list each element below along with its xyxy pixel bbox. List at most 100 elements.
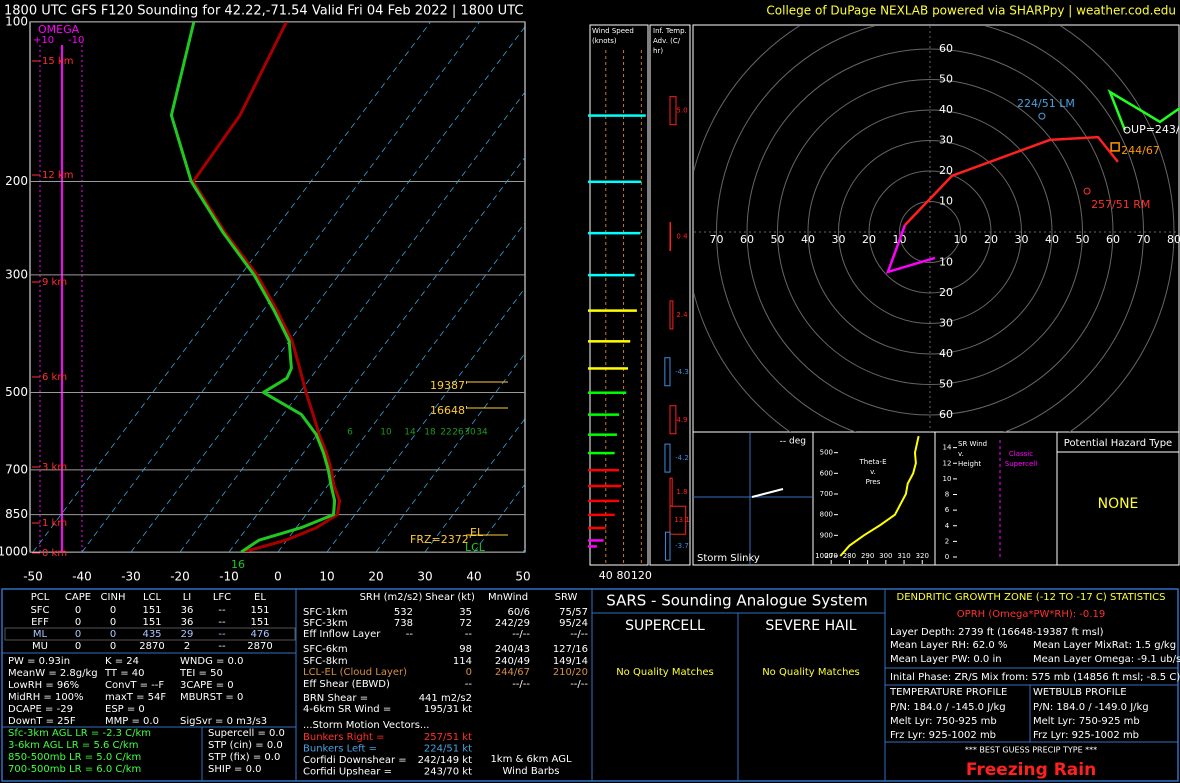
- composite: STP (fix) = 0.0: [208, 752, 280, 763]
- annotation: 16648': [430, 404, 468, 417]
- column-header: Shear (kt): [425, 592, 475, 603]
- cell: 98: [459, 644, 472, 655]
- cell: 738: [394, 618, 413, 629]
- index: WNDG = 0.0: [180, 656, 243, 667]
- ring-label: 50: [939, 73, 953, 86]
- tick-label: 600: [820, 469, 833, 477]
- advection-label: 1.8: [676, 488, 687, 496]
- ring: [746, 48, 1114, 416]
- advection-label: 5.0: [676, 107, 687, 115]
- caption: Wind Barbs: [503, 766, 560, 777]
- mixing-ratio-label: 22: [440, 428, 451, 438]
- ring-label: 60: [939, 408, 953, 421]
- cell: 114: [453, 656, 472, 667]
- isotherm: [179, 91, 525, 552]
- advection-label: 13.1: [674, 516, 690, 524]
- theta-e-trace: [839, 435, 920, 557]
- index: MBURST = 0: [180, 692, 243, 703]
- cell: 151: [250, 617, 269, 628]
- cell: 240/43: [495, 644, 530, 655]
- ring: [716, 26, 1144, 432]
- precip-type: Freezing Rain: [966, 760, 1096, 780]
- height-label: 1 km: [42, 518, 67, 529]
- cell: 36: [181, 605, 194, 616]
- height-label: 3 km: [42, 462, 67, 473]
- note: Supercell: [1005, 460, 1037, 468]
- stat: Layer Depth: 2739 ft (16648-19387 ft msl…: [890, 627, 1104, 638]
- advection-bar: [669, 405, 677, 435]
- cell: 149/14: [553, 656, 588, 667]
- wind-speed-bar: [588, 468, 620, 472]
- marker-label: 244/67: [1121, 144, 1160, 157]
- column-header: SRH (m2/s2): [360, 592, 423, 603]
- mixing-ratio-label: 26: [452, 428, 464, 438]
- row-label: SFC-6km: [303, 644, 348, 655]
- lapse-rate: Sfc-3km AGL LR = -2.3 C/km: [8, 728, 151, 739]
- column-header: SUPERCELL: [625, 618, 705, 634]
- advection-bar: [664, 357, 671, 387]
- row-label: SFC-3km: [303, 618, 348, 629]
- index: DCAPE = -29: [8, 704, 73, 715]
- tick-label: 290: [861, 552, 874, 560]
- index: MidRH = 100%: [8, 692, 84, 703]
- profile-title: WETBULB PROFILE: [1033, 687, 1127, 698]
- section-title: ...Storm Motion Vectors...: [303, 720, 429, 731]
- panel-title: Inf. Temp.: [653, 27, 687, 35]
- temperature-label: -30: [121, 570, 141, 584]
- tick-label: 700: [820, 490, 833, 498]
- advection-bar: [669, 222, 671, 252]
- panel-title: Adv. (C/: [653, 37, 681, 45]
- advection-bar: [669, 505, 687, 535]
- slinky-trace: [751, 488, 784, 498]
- mixing-ratio-label: 10: [380, 428, 392, 438]
- marker: [1110, 142, 1120, 152]
- advection-label: 0.4: [676, 233, 688, 241]
- pressure-label: 700: [5, 462, 28, 476]
- isotherm: [277, 221, 525, 552]
- initial-phase: Inital Phase: ZR/S Mix from: 575 mb (148…: [890, 672, 1180, 683]
- advection-bar: [669, 300, 674, 330]
- tick-label: 12: [943, 459, 952, 467]
- panel-title: SR Wind: [958, 440, 987, 448]
- index: maxT = 54F: [105, 692, 166, 703]
- cell: 210/20: [553, 667, 588, 678]
- ring-label: 70: [1137, 233, 1151, 246]
- temperature-label: -40: [72, 570, 92, 584]
- advection-bar: [669, 96, 677, 126]
- ring-label: 70: [710, 233, 724, 246]
- cell: --: [218, 617, 226, 628]
- wind-speed-bar: [588, 273, 635, 277]
- annotation: LCL: [465, 541, 486, 554]
- wind-speed-bar: [588, 451, 615, 455]
- tick-label: 10: [943, 475, 952, 483]
- row-label: Corfidi Downshear =: [303, 755, 407, 766]
- height-label: 9 km: [42, 277, 67, 288]
- cell: SFC: [30, 605, 49, 616]
- pressure-label: 1000: [0, 545, 28, 559]
- panel-title: DENDRITIC GROWTH ZONE (-12 TO -17 C) STA…: [897, 592, 1166, 603]
- ring: [777, 79, 1083, 385]
- cell: 29: [181, 629, 194, 640]
- row-label: LCL-EL (Cloud Layer): [303, 667, 407, 678]
- tick-label: 310: [897, 552, 910, 560]
- lapse-rate: 850-500mb LR = 5.0 C/km: [8, 752, 141, 763]
- column-header: PCL: [31, 592, 50, 603]
- tick-label: 40: [599, 569, 613, 582]
- cell: MU: [32, 641, 48, 652]
- temperature-label: -20: [170, 570, 190, 584]
- ring: [807, 109, 1053, 355]
- annotation: EL: [470, 526, 484, 539]
- cell: 151: [142, 617, 161, 628]
- panel-title: Storm Slinky: [697, 553, 760, 564]
- isotherm: [32, 22, 431, 552]
- cell: 75/57: [559, 607, 588, 618]
- mixing-ratio-label: 18: [424, 428, 436, 438]
- stat: Mean Layer Omega: -9.1 ub/s: [1033, 654, 1180, 665]
- mixing-ratio-label: 30: [464, 428, 476, 438]
- cell: 242/149 kt: [418, 755, 473, 766]
- cell: --: [218, 641, 226, 652]
- marker-label: 257/51 RM: [1091, 198, 1150, 211]
- mixing-ratio-label: 14: [404, 428, 416, 438]
- tick-label: 0: [945, 553, 949, 561]
- cell: 441 m2/s2: [419, 693, 472, 704]
